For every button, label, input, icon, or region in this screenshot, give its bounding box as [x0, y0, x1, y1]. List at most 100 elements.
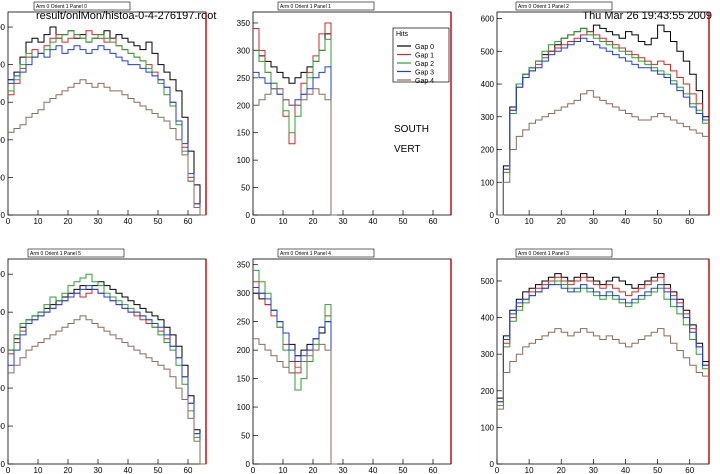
- panel-title-box: [277, 1, 375, 11]
- y-tick-label: 0: [1, 211, 6, 220]
- x-tick-label: 60: [429, 217, 438, 226]
- x-tick-label: 60: [685, 217, 694, 226]
- y-tick-label: 350: [237, 261, 251, 270]
- x-tick-label: 0: [251, 466, 256, 474]
- x-tick-label: 50: [399, 466, 408, 474]
- legend-label: Gap 3: [415, 70, 434, 77]
- y-tick-label: 600: [481, 15, 495, 24]
- x-tick-label: 0: [6, 217, 11, 226]
- series-gap-3: [497, 37, 709, 216]
- y-tick-label: 300: [237, 289, 251, 298]
- x-tick-label: 10: [525, 466, 534, 474]
- y-tick-label: 400: [481, 80, 495, 89]
- x-tick-label: 30: [339, 466, 348, 474]
- x-tick-label: 50: [154, 217, 163, 226]
- x-tick-label: 50: [653, 217, 662, 226]
- annotation-vert: VERT: [394, 144, 421, 155]
- x-tick-label: 20: [64, 466, 73, 474]
- y-tick-label: 200: [481, 387, 495, 396]
- y-tick-label: 150: [237, 375, 251, 384]
- y-tick-label: 200: [237, 101, 251, 110]
- panel-title: Arm 0 Orient 1 Panel 0: [36, 4, 87, 10]
- y-tick-label: 200: [237, 346, 251, 355]
- series-gap-3: [497, 284, 709, 403]
- y-tick-label: 250: [237, 74, 251, 83]
- y-tick-label: 100: [481, 423, 495, 432]
- legend-label: Gap 4: [415, 78, 434, 85]
- x-tick-label: 30: [589, 466, 598, 474]
- y-tick-label: 300: [0, 98, 6, 107]
- x-tick-label: 30: [94, 466, 103, 474]
- panel-title: Arm 0 Orient 1 Panel 5: [30, 251, 81, 257]
- x-tick-label: 60: [429, 466, 438, 474]
- y-tick-label: 250: [237, 318, 251, 327]
- x-tick-label: 10: [34, 217, 43, 226]
- y-tick-label: 0: [246, 460, 251, 469]
- x-tick-label: 50: [653, 466, 662, 474]
- y-tick-label: 500: [481, 47, 495, 56]
- series-gap-3: [8, 45, 206, 216]
- x-tick-label: 10: [34, 466, 43, 474]
- series-gap-4: [253, 88, 337, 216]
- x-tick-label: 50: [399, 217, 408, 226]
- panel-title: Arm 0 Orient 1 Panel 1: [280, 4, 331, 10]
- x-tick-label: 60: [184, 466, 193, 474]
- y-tick-label: 350: [237, 19, 251, 28]
- y-tick-label: 400: [481, 314, 495, 323]
- timestamp: Thu Mar 26 19:43:55 2009: [582, 10, 712, 22]
- x-tick-label: 0: [495, 466, 500, 474]
- y-tick-label: 0: [490, 211, 495, 220]
- x-tick-label: 40: [621, 466, 630, 474]
- y-tick-label: 100: [481, 178, 495, 187]
- series-gap-3: [253, 66, 337, 216]
- y-tick-label: 500: [481, 277, 495, 286]
- series-gap-2: [8, 273, 206, 465]
- y-tick-label: 150: [237, 129, 251, 138]
- annotation-south: SOUTH: [394, 124, 429, 135]
- x-tick-label: 30: [339, 217, 348, 226]
- y-tick-label: 200: [0, 136, 6, 145]
- series-gap-0: [8, 281, 206, 465]
- series-gap-0: [497, 273, 709, 399]
- x-tick-label: 0: [251, 217, 256, 226]
- panel-title-box: [33, 1, 131, 11]
- y-tick-label: 400: [0, 61, 6, 70]
- plot-panel-2: Arm 0 Orient 1 Panel 20 10 20 30 40 50 6001002…: [481, 1, 710, 226]
- series-gap-3: [253, 287, 337, 465]
- legend-label: Gap 1: [415, 53, 434, 60]
- y-tick-label: 100: [237, 156, 251, 165]
- x-tick-label: 20: [557, 217, 566, 226]
- series-gap-4: [497, 328, 709, 410]
- y-tick-label: 300: [481, 350, 495, 359]
- panel-title: Arm 0 Orient 1 Panel 3: [518, 251, 569, 257]
- legend-label: Gap 0: [415, 44, 434, 51]
- legend-title: Hits: [396, 31, 409, 38]
- x-tick-label: 40: [124, 466, 133, 474]
- series-gap-2: [253, 38, 337, 216]
- panel-title-box: [277, 248, 375, 258]
- series-gap-0: [8, 26, 206, 216]
- y-tick-label: 100: [0, 173, 6, 182]
- panel-title-box: [515, 248, 613, 258]
- series-gap-4: [8, 79, 206, 216]
- series-gap-2: [8, 30, 206, 216]
- series-gap-4: [253, 338, 337, 465]
- x-tick-label: 0: [6, 466, 11, 474]
- x-tick-label: 20: [64, 217, 73, 226]
- y-tick-label: 50: [241, 432, 250, 441]
- plot-panel-4: Arm 0 Orient 1 Panel 4 0 10 20 30 40 50 60 0 50 10…: [237, 248, 452, 474]
- panel-title: Arm 0 Orient 1 Panel 4: [280, 251, 331, 257]
- x-tick-label: 40: [124, 217, 133, 226]
- y-tick-label: 100: [0, 422, 6, 431]
- x-tick-label: 30: [94, 217, 103, 226]
- legend-label: Gap 2: [415, 61, 434, 68]
- y-tick-label: 300: [481, 113, 495, 122]
- y-tick-label: 100: [237, 403, 251, 412]
- y-tick-label: 500: [0, 23, 6, 32]
- y-tick-label: 50: [241, 184, 250, 193]
- x-tick-label: 20: [309, 466, 318, 474]
- x-tick-label: 10: [279, 217, 288, 226]
- y-tick-label: 300: [237, 46, 251, 55]
